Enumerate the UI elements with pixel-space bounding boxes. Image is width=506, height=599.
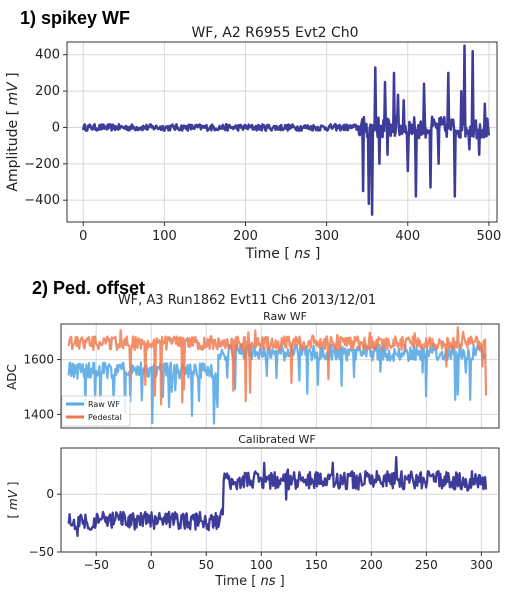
chart2-pedestal-line [67,326,488,406]
panel-label-2: 2) Ped. offset [32,278,145,298]
chart1-ticks: 0 100 200 300 400 500 −400 −200 0 200 400 [24,48,501,244]
chart2-ticks: 1400 1600 [23,353,61,421]
legend-box [61,395,131,427]
chart1-series-line [81,44,491,216]
panel-label-1: 1) spikey WF [20,8,130,28]
chart1-ytick-label: −200 [24,157,60,172]
chart1-ytick-label: 200 [35,84,60,99]
chart1-ytick-label: −400 [24,193,60,208]
legend-pedestal-label: Pedestal [88,413,122,422]
chart3-ytick-label: 0 [46,487,54,501]
chart1-ylabel: Amplitude [ mV ] [5,72,21,191]
chart2-frame [60,323,500,429]
chart3-xtick-label: 0 [147,558,155,572]
legend-raw-label: Raw WF [88,400,120,409]
chart3-ticks: −50 0 50 100 150 200 250 300 −50 0 [29,487,493,572]
chart1-frame [66,41,498,223]
chart-3: Calibrated WF −50 0 50 100 150 200 250 300−500 … [6,433,500,589]
chart2-ytick-label: 1400 [23,407,54,421]
chart1-ytick-label: 400 [35,48,60,63]
chart1-ytick-label: 0 [52,120,60,135]
chart1-xtick-label: 200 [233,229,258,244]
chart3-xtick-label: 300 [470,558,493,572]
chart2-suptitle: WF, A3 Run1862 Evt11 Ch6 2013/12/01 [118,293,376,308]
chart1-xtick-label: 300 [314,229,339,244]
chart1-xtick-label: 0 [79,229,87,244]
chart1-xtick-label: 400 [395,229,420,244]
chart1-title: WF, A2 R6955 Evt2 Ch0 [191,25,358,41]
chart3-xtick-label: 250 [415,558,438,572]
chart3-xtick-label: 200 [360,558,383,572]
chart3-ylabel: [ mV ] [6,482,20,519]
chart3-frame [60,447,500,553]
chart3-xlabel: Time [ ns ] [214,574,284,589]
chart3-xtick-label: 50 [199,558,214,572]
chart1-xlabel: Time [ ns ] [245,246,321,262]
chart-1: WF, A2 R6955 Evt2 Ch0 0 100 200 300 400 500 −4… [5,25,501,262]
chart3-grid [61,448,499,553]
chart3-xtick-label: 150 [305,558,328,572]
chart2-raw-line [67,343,487,425]
chart3-xtick-label: −50 [84,558,109,572]
chart2-title: Raw WF [263,310,307,323]
chart2-ylabel: ADC [5,364,19,390]
chart1-xtick-label: 500 [476,229,501,244]
chart3-title: Calibrated WF [238,433,316,446]
chart-2: WF, A3 Run1862 Evt11 Ch6 2013/12/01 Raw … [5,293,500,429]
chart3-xtick-label: 100 [250,558,273,572]
chart1-xtick-label: 100 [152,229,177,244]
chart3-series-line [67,456,488,538]
chart2-legend: Raw WF Pedestal [61,395,131,427]
chart2-ytick-label: 1600 [23,353,54,367]
chart3-ytick-label: −50 [29,545,54,559]
